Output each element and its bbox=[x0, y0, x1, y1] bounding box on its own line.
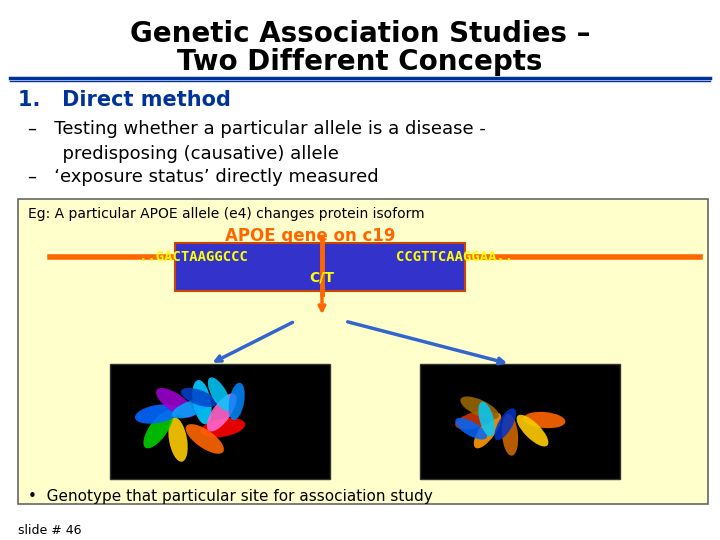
Ellipse shape bbox=[143, 410, 173, 448]
Ellipse shape bbox=[478, 402, 495, 436]
Text: Two Different Concepts: Two Different Concepts bbox=[177, 48, 543, 76]
Ellipse shape bbox=[168, 417, 188, 462]
FancyBboxPatch shape bbox=[110, 364, 330, 479]
Ellipse shape bbox=[192, 380, 212, 424]
FancyBboxPatch shape bbox=[420, 364, 620, 479]
Ellipse shape bbox=[523, 412, 565, 428]
Ellipse shape bbox=[156, 388, 194, 417]
Text: •  Genotype that particular site for association study: • Genotype that particular site for asso… bbox=[28, 489, 433, 504]
Text: C/T: C/T bbox=[310, 270, 335, 284]
Ellipse shape bbox=[207, 393, 237, 431]
Ellipse shape bbox=[135, 404, 179, 424]
Ellipse shape bbox=[181, 388, 217, 407]
Ellipse shape bbox=[228, 383, 245, 420]
Text: Genetic Association Studies –: Genetic Association Studies – bbox=[130, 20, 590, 48]
Ellipse shape bbox=[208, 377, 231, 411]
FancyBboxPatch shape bbox=[18, 199, 708, 504]
Ellipse shape bbox=[495, 408, 516, 440]
Text: slide # 46: slide # 46 bbox=[18, 524, 81, 537]
Text: CCGTTCAAGGAA..: CCGTTCAAGGAA.. bbox=[396, 251, 513, 264]
Ellipse shape bbox=[201, 418, 245, 437]
Ellipse shape bbox=[474, 413, 501, 448]
Text: Eg: A particular APOE allele (e4) changes protein isoform: Eg: A particular APOE allele (e4) change… bbox=[28, 207, 425, 221]
Text: 1.   Direct method: 1. Direct method bbox=[18, 90, 231, 110]
Ellipse shape bbox=[517, 415, 549, 447]
FancyBboxPatch shape bbox=[175, 244, 465, 291]
Text: –   ‘exposure status’ directly measured: – ‘exposure status’ directly measured bbox=[28, 167, 379, 186]
Ellipse shape bbox=[460, 396, 499, 420]
Ellipse shape bbox=[502, 414, 518, 456]
Ellipse shape bbox=[186, 424, 224, 454]
Text: APOE gene on c19: APOE gene on c19 bbox=[225, 227, 395, 245]
Text: ..GACTAAGGCCC: ..GACTAAGGCCC bbox=[139, 251, 248, 264]
Ellipse shape bbox=[455, 418, 487, 440]
Ellipse shape bbox=[172, 400, 208, 419]
Text: –   Testing whether a particular allele is a disease -
      predisposing (causa: – Testing whether a particular allele is… bbox=[28, 120, 486, 163]
Ellipse shape bbox=[455, 410, 496, 429]
